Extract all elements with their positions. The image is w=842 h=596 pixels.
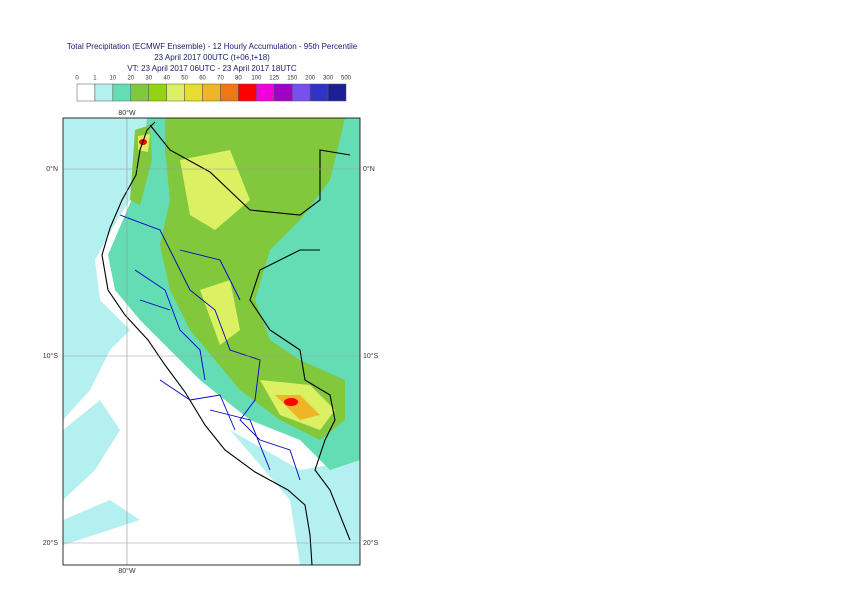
legend-label: 100 [251, 76, 262, 82]
lat-label: 0°N [363, 165, 375, 173]
lon-label: 80°W [118, 567, 136, 575]
legend: 0 1 10 20 30 40 50 60 70 80 100 125 150 200 300 500 [75, 76, 352, 102]
legend-label: 125 [269, 76, 280, 82]
legend-swatch [202, 83, 221, 102]
legend-label: 50 [181, 76, 188, 82]
legend-label: 200 [305, 76, 316, 82]
title: Total Precipitation (ECMWF Ensemble) - 1… [67, 42, 358, 51]
legend-swatch [148, 83, 167, 102]
legend-label: 40 [163, 76, 170, 82]
legend-swatch [184, 83, 203, 102]
legend-swatch [291, 83, 311, 102]
legend-label: 500 [341, 76, 352, 82]
legend-swatch [274, 83, 293, 102]
legend-label: 300 [323, 76, 334, 82]
legend-swatch [76, 83, 96, 102]
legend-label: 80 [235, 76, 242, 82]
lat-label: 0°N [46, 165, 58, 173]
legend-swatch [112, 83, 132, 102]
valid-time: VT: 23 April 2017 06UTC - 23 April 2017 … [127, 64, 297, 73]
legend-label: 20 [127, 76, 134, 82]
subtitle: 23 April 2017 00UTC (t+06,t+18) [154, 53, 270, 62]
legend-label: 60 [199, 76, 206, 82]
map: 80°W 80°W 0°N 0°N 10°S 10°S 20°S 20°S [43, 109, 379, 575]
legend-swatch [130, 83, 149, 102]
legend-label: 30 [145, 76, 152, 82]
legend-swatch [220, 83, 239, 102]
legend-label: 150 [287, 76, 298, 82]
legend-label: 10 [110, 76, 117, 82]
legend-label: 1 [93, 76, 97, 82]
legend-swatch [94, 83, 114, 102]
lat-label: 10°S [363, 352, 379, 360]
legend-swatch [256, 83, 275, 102]
legend-swatch [166, 83, 185, 102]
legend-label: 70 [217, 76, 224, 82]
legend-swatch [309, 83, 329, 102]
lat-label: 20°S [363, 539, 379, 547]
lon-label: 80°W [118, 109, 136, 117]
legend-swatch [327, 83, 347, 102]
lat-label: 10°S [43, 352, 59, 360]
lat-label: 20°S [43, 539, 59, 547]
legend-swatch [238, 83, 257, 102]
legend-label: 0 [75, 76, 79, 82]
